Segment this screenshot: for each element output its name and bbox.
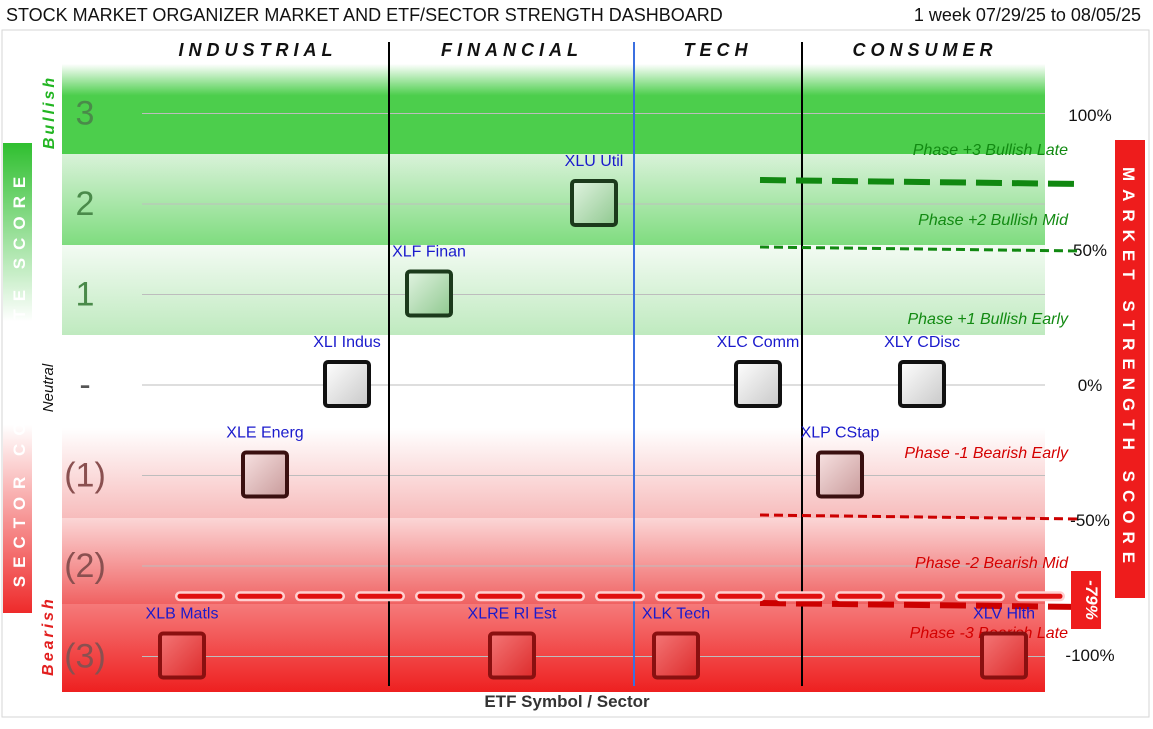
- sector-header: INDUSTRIAL: [179, 40, 338, 60]
- point-marker: [158, 631, 206, 680]
- market-tick-label: 0%: [1078, 376, 1103, 395]
- phase-label: Phase +3 Bullish Late: [913, 142, 1068, 159]
- composite-tick-label: (2): [64, 547, 106, 585]
- composite-tick-label: 3: [76, 95, 95, 133]
- bearish-label: Bearish: [40, 596, 57, 676]
- sector-header: TECH: [684, 40, 753, 60]
- point-marker: [898, 360, 946, 408]
- point-label: XLF Finan: [392, 244, 466, 261]
- composite-tick-label: 2: [76, 185, 95, 223]
- point-label: XLE Energ: [226, 425, 303, 442]
- phase-label: Phase +2 Bullish Mid: [918, 212, 1069, 229]
- point-label: XLRE Rl Est: [468, 606, 557, 623]
- point-marker: [405, 269, 453, 318]
- point-label: XLI Indus: [313, 334, 381, 351]
- zone-bullish-2: [62, 154, 1045, 245]
- market-strength-bar: [1115, 140, 1145, 598]
- composite-tick-label: (1): [64, 457, 106, 495]
- x-axis-label: ETF Symbol / Sector: [484, 692, 650, 711]
- market-tick-label: -100%: [1065, 646, 1114, 665]
- point-marker: [734, 360, 782, 408]
- bullish-label: Bullish: [41, 75, 58, 149]
- right-axis-label: MARKET STRENGTH SCORE: [1119, 167, 1138, 571]
- sector-header: CONSUMER: [852, 40, 997, 60]
- zone-bearish-3: [62, 604, 1045, 692]
- phase-plus3-line: [759, 177, 1083, 187]
- zone-bullish-3: [62, 64, 1045, 154]
- point-label: XLV Hlth: [973, 606, 1035, 623]
- phase-label: Phase -2 Bearish Mid: [915, 555, 1069, 572]
- phase-label: Phase +1 Bullish Early: [907, 311, 1069, 328]
- point-marker: [652, 631, 700, 680]
- point-label: XLY CDisc: [884, 334, 960, 351]
- point-label: XLB Matls: [146, 606, 219, 623]
- point-label: XLC Comm: [717, 334, 800, 351]
- zone-bullish-1: [62, 245, 1045, 335]
- point-marker: [570, 179, 618, 227]
- phase-minus3-line: [759, 600, 1083, 610]
- dashboard-title: STOCK MARKET ORGANIZER MARKET AND ETF/SE…: [6, 5, 723, 25]
- composite-tick-label: 1: [76, 276, 95, 314]
- point-label: XLU Util: [565, 153, 624, 170]
- zone-bearish-1: [62, 428, 1045, 518]
- market-tick-label: -50%: [1070, 511, 1110, 530]
- phase-label: Phase -1 Bearish Early: [904, 445, 1069, 462]
- point-marker: [323, 360, 371, 408]
- point-label: XLK Tech: [642, 606, 710, 623]
- market-score-badge: -79%: [1071, 571, 1101, 629]
- composite-tick-label: (3): [64, 638, 106, 676]
- point-marker: [980, 631, 1028, 680]
- composite-tick-label: -: [79, 366, 90, 404]
- neutral-label: Neutral: [40, 363, 57, 412]
- point-marker: [816, 450, 864, 499]
- market-score-value: -79%: [1082, 580, 1101, 620]
- point-marker: [488, 631, 536, 680]
- period-label: 1 week 07/29/25 to 08/05/25: [913, 5, 1141, 25]
- market-tick-label: 50%: [1073, 241, 1107, 260]
- point-marker: [241, 450, 289, 499]
- point-label: XLP CStap: [801, 425, 880, 442]
- phase-plus2-line: [759, 245, 1083, 253]
- sector-header: FINANCIAL: [441, 40, 583, 60]
- zone-bearish-2: [62, 518, 1045, 604]
- left-axis-label: SECTOR COMPOSITE SCORE: [10, 169, 29, 587]
- zone-neutral: [62, 335, 1045, 428]
- market-tick-label: 100%: [1068, 106, 1111, 125]
- phase-minus2-line: [759, 513, 1083, 521]
- composite-score-bar: [3, 143, 32, 613]
